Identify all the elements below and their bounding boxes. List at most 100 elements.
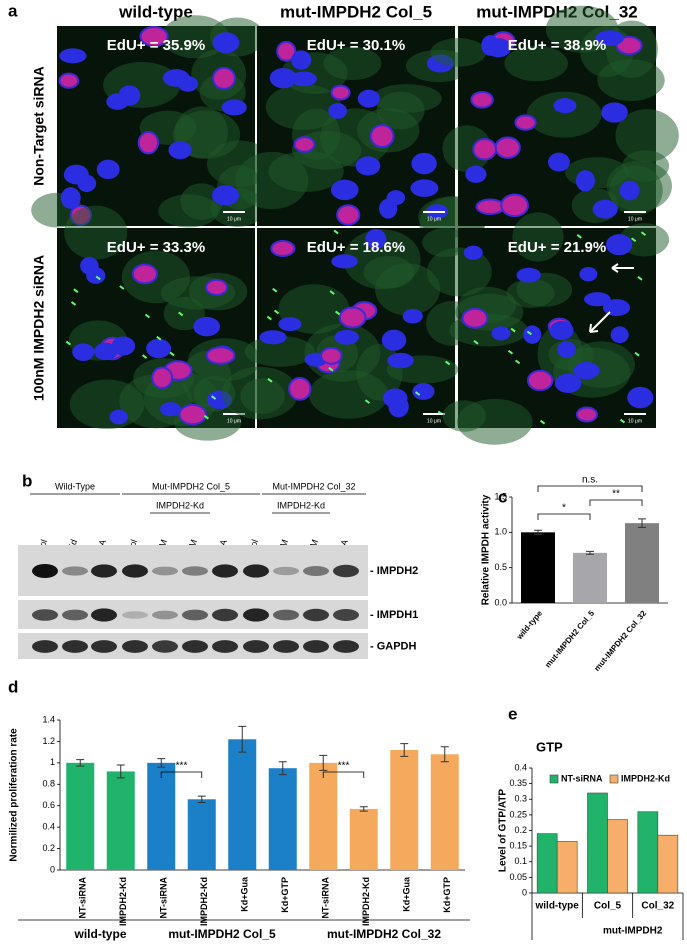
nucleus	[475, 198, 506, 215]
scale-bar-label: 10 μm	[628, 418, 642, 424]
band	[333, 564, 359, 578]
nucleus	[168, 141, 192, 160]
nucleus	[211, 185, 240, 206]
nucleus	[59, 48, 87, 64]
error-bar	[238, 725, 247, 753]
scale-bar-label: 10 μm	[628, 216, 642, 222]
edu-label: EdU+ = 30.1%	[307, 37, 405, 54]
nucleus	[381, 329, 407, 351]
nucleus	[410, 179, 439, 197]
bar	[349, 808, 378, 870]
band	[122, 564, 148, 578]
x-tick-label: Kd+GTP	[280, 877, 290, 913]
y-tick-label: 0.3	[514, 794, 527, 804]
nucleus	[205, 346, 236, 365]
cytoplasm	[426, 247, 492, 297]
nucleus	[465, 165, 487, 183]
band	[303, 608, 329, 622]
scale-bar-label: 10 μm	[427, 216, 441, 222]
nucleus	[290, 71, 317, 87]
group-label: mut-IMPDH2	[603, 926, 663, 937]
filament	[178, 311, 184, 317]
cytoplasm	[158, 194, 219, 228]
y-tick-label: 0.15	[509, 841, 527, 851]
filament	[507, 349, 514, 355]
nucleus	[205, 278, 229, 296]
filament	[65, 340, 71, 346]
y-axis-label: Relative IMPDH activity	[481, 494, 492, 605]
x-tick-label: IMPDH2-Kd	[118, 877, 128, 926]
band	[182, 609, 208, 621]
y-tick-label: 0.4	[514, 762, 527, 772]
nucleus	[331, 254, 358, 269]
y-tick-label: 0	[522, 887, 527, 897]
micrograph: EdU+ = 38.9% 10 μm	[430, 5, 679, 226]
nucleus	[553, 98, 577, 114]
band	[273, 640, 299, 653]
protein-label: - IMPDH2	[370, 565, 418, 577]
band	[32, 609, 58, 621]
group-label: mut-IMPDH2 Col_5	[168, 927, 276, 941]
cytoplasm	[442, 400, 486, 432]
filament	[169, 351, 175, 357]
scale-bar-label: 10 μm	[227, 418, 241, 424]
row-label: 100nM IMPDH2 siRNA	[31, 255, 47, 401]
nucleus	[627, 386, 654, 409]
nucleus	[472, 138, 497, 161]
error-bar	[400, 743, 409, 757]
significance-label: *	[562, 503, 566, 514]
nucleus	[58, 72, 80, 89]
filament	[634, 351, 640, 357]
group-label: mut-IMPDH2 Col_32	[327, 927, 441, 941]
nucleus	[80, 256, 99, 275]
filament	[576, 234, 582, 239]
significance-bracket	[537, 513, 591, 520]
cytoplasm	[504, 45, 569, 82]
y-tick-label: 0.8	[42, 779, 55, 789]
nucleus	[221, 99, 247, 116]
x-tick-label: Col_32	[641, 901, 674, 912]
nucleus	[388, 395, 409, 418]
x-tick-label: mut-IMPDH2 Col_32	[592, 608, 648, 672]
nucleus	[159, 402, 182, 417]
cytoplasm	[619, 223, 670, 257]
nucleus	[557, 341, 576, 358]
nucleus	[178, 403, 207, 426]
significance-label: ***	[176, 761, 188, 772]
scale-bar-label: 10 μm	[227, 216, 241, 222]
nucleus	[63, 164, 89, 185]
x-tick-label: mut-IMPDH2 Col_5	[543, 608, 596, 669]
bar	[430, 754, 459, 870]
filament	[203, 414, 209, 420]
filament	[266, 315, 272, 321]
cytoplasm	[442, 125, 492, 172]
cytoplasm	[615, 109, 679, 163]
y-tick-label: 0.2	[42, 843, 55, 853]
chart-title: GTP	[536, 739, 563, 754]
error-bar	[586, 550, 594, 555]
significance-label: **	[612, 489, 620, 500]
nucleus	[96, 159, 120, 180]
filament	[73, 288, 79, 294]
nucleus	[291, 50, 312, 70]
nucleus	[615, 35, 643, 56]
cytoplasm	[235, 151, 309, 210]
x-tick-label: Kd+GTP	[442, 877, 452, 913]
panel-label: d	[8, 677, 18, 696]
y-axis-label: Normilized proliferation rate	[9, 728, 20, 862]
y-tick-label: 0.25	[509, 809, 527, 819]
nucleus	[330, 84, 351, 101]
nucleus	[592, 199, 618, 219]
y-tick-label: 0.1	[514, 856, 527, 866]
filament	[637, 276, 643, 281]
y-tick-label: 0.05	[509, 872, 527, 882]
band	[32, 640, 58, 653]
band	[212, 564, 238, 578]
x-tick-label: IMPDH2-Kd	[361, 877, 371, 926]
band	[122, 611, 148, 619]
panel-label: c	[498, 487, 507, 506]
bar	[66, 762, 95, 870]
micrograph: EdU+ = 21.9% 10 μm	[426, 212, 670, 445]
x-tick-label: NT-siRNA	[321, 877, 331, 919]
cytoplasm	[430, 38, 487, 67]
